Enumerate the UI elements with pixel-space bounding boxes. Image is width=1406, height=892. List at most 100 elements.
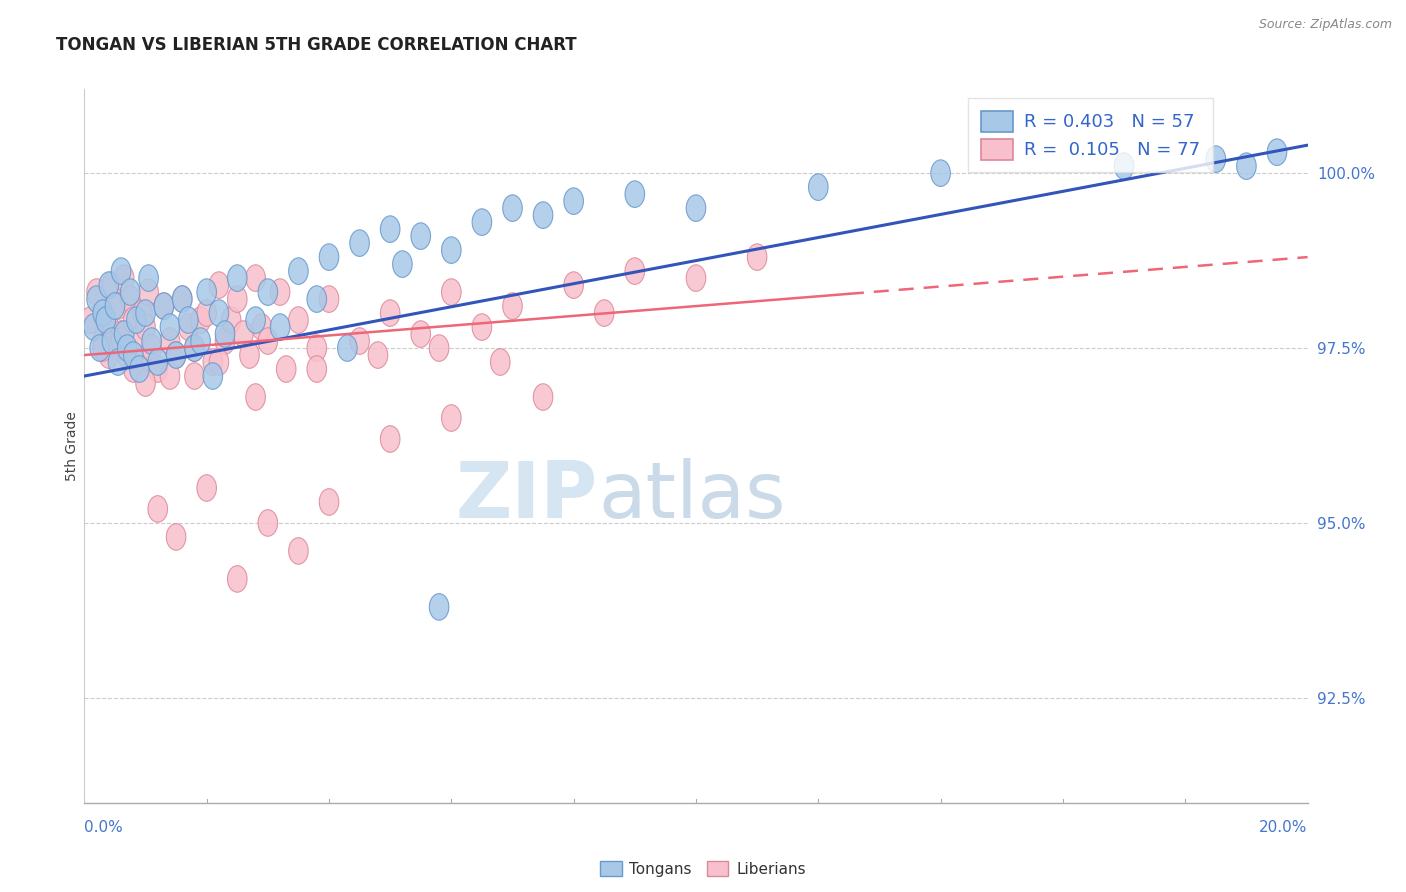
Ellipse shape: [179, 314, 198, 341]
Ellipse shape: [368, 342, 388, 368]
Ellipse shape: [127, 307, 146, 334]
Ellipse shape: [503, 293, 522, 319]
Ellipse shape: [166, 342, 186, 368]
Ellipse shape: [748, 244, 766, 270]
Ellipse shape: [441, 236, 461, 263]
Ellipse shape: [277, 356, 297, 383]
Ellipse shape: [197, 300, 217, 326]
Ellipse shape: [105, 334, 125, 361]
Ellipse shape: [96, 300, 115, 326]
Ellipse shape: [350, 327, 370, 354]
Ellipse shape: [411, 321, 430, 347]
Ellipse shape: [595, 300, 614, 326]
Text: 20.0%: 20.0%: [1260, 821, 1308, 835]
Ellipse shape: [108, 293, 128, 319]
Text: TONGAN VS LIBERIAN 5TH GRADE CORRELATION CHART: TONGAN VS LIBERIAN 5TH GRADE CORRELATION…: [56, 36, 576, 54]
Ellipse shape: [228, 265, 247, 292]
Ellipse shape: [288, 538, 308, 565]
Ellipse shape: [319, 489, 339, 516]
Ellipse shape: [98, 314, 118, 341]
Ellipse shape: [127, 327, 146, 354]
Ellipse shape: [98, 272, 118, 299]
Ellipse shape: [93, 300, 112, 326]
Ellipse shape: [184, 363, 204, 389]
Ellipse shape: [246, 307, 266, 334]
Text: ZIP: ZIP: [456, 458, 598, 534]
Ellipse shape: [246, 265, 266, 292]
Ellipse shape: [136, 370, 155, 396]
Ellipse shape: [564, 188, 583, 214]
Ellipse shape: [228, 566, 247, 592]
Ellipse shape: [221, 307, 240, 334]
Ellipse shape: [270, 314, 290, 341]
Ellipse shape: [270, 279, 290, 305]
Ellipse shape: [80, 307, 100, 334]
Ellipse shape: [252, 314, 271, 341]
Ellipse shape: [533, 384, 553, 410]
Ellipse shape: [111, 327, 131, 354]
Ellipse shape: [105, 293, 125, 319]
Legend: R = 0.403   N = 57, R =  0.105   N = 77: R = 0.403 N = 57, R = 0.105 N = 77: [969, 98, 1213, 172]
Ellipse shape: [259, 509, 277, 536]
Ellipse shape: [246, 384, 266, 410]
Ellipse shape: [1115, 153, 1133, 179]
Ellipse shape: [184, 334, 204, 361]
Ellipse shape: [160, 314, 180, 341]
Ellipse shape: [233, 321, 253, 347]
Ellipse shape: [337, 334, 357, 361]
Y-axis label: 5th Grade: 5th Grade: [65, 411, 79, 481]
Ellipse shape: [197, 279, 217, 305]
Ellipse shape: [491, 349, 510, 376]
Ellipse shape: [686, 194, 706, 221]
Text: 0.0%: 0.0%: [84, 821, 124, 835]
Ellipse shape: [103, 272, 122, 299]
Ellipse shape: [121, 285, 141, 312]
Ellipse shape: [288, 307, 308, 334]
Ellipse shape: [1237, 153, 1256, 179]
Ellipse shape: [132, 300, 152, 326]
Ellipse shape: [429, 593, 449, 620]
Ellipse shape: [215, 321, 235, 347]
Ellipse shape: [166, 524, 186, 550]
Ellipse shape: [307, 285, 326, 312]
Ellipse shape: [136, 300, 155, 326]
Ellipse shape: [179, 307, 198, 334]
Ellipse shape: [96, 307, 115, 334]
Ellipse shape: [124, 307, 143, 334]
Ellipse shape: [191, 307, 211, 334]
Ellipse shape: [148, 356, 167, 383]
Ellipse shape: [129, 349, 149, 376]
Ellipse shape: [626, 258, 644, 285]
Ellipse shape: [808, 174, 828, 201]
Ellipse shape: [129, 356, 149, 383]
Ellipse shape: [472, 209, 492, 235]
Ellipse shape: [173, 285, 193, 312]
Ellipse shape: [142, 334, 162, 361]
Ellipse shape: [197, 475, 217, 501]
Ellipse shape: [87, 279, 107, 305]
Ellipse shape: [307, 334, 326, 361]
Ellipse shape: [202, 349, 222, 376]
Ellipse shape: [307, 356, 326, 383]
Ellipse shape: [173, 285, 193, 312]
Ellipse shape: [155, 293, 174, 319]
Ellipse shape: [111, 321, 131, 347]
Text: atlas: atlas: [598, 458, 786, 534]
Ellipse shape: [931, 160, 950, 186]
Ellipse shape: [381, 300, 399, 326]
Ellipse shape: [472, 314, 492, 341]
Ellipse shape: [441, 279, 461, 305]
Ellipse shape: [148, 349, 167, 376]
Ellipse shape: [184, 334, 204, 361]
Ellipse shape: [288, 258, 308, 285]
Ellipse shape: [319, 285, 339, 312]
Ellipse shape: [259, 327, 277, 354]
Ellipse shape: [87, 285, 107, 312]
Ellipse shape: [441, 405, 461, 432]
Ellipse shape: [93, 327, 112, 354]
Ellipse shape: [142, 327, 162, 354]
Ellipse shape: [90, 334, 110, 361]
Ellipse shape: [1267, 139, 1286, 165]
Ellipse shape: [392, 251, 412, 277]
Ellipse shape: [259, 279, 277, 305]
